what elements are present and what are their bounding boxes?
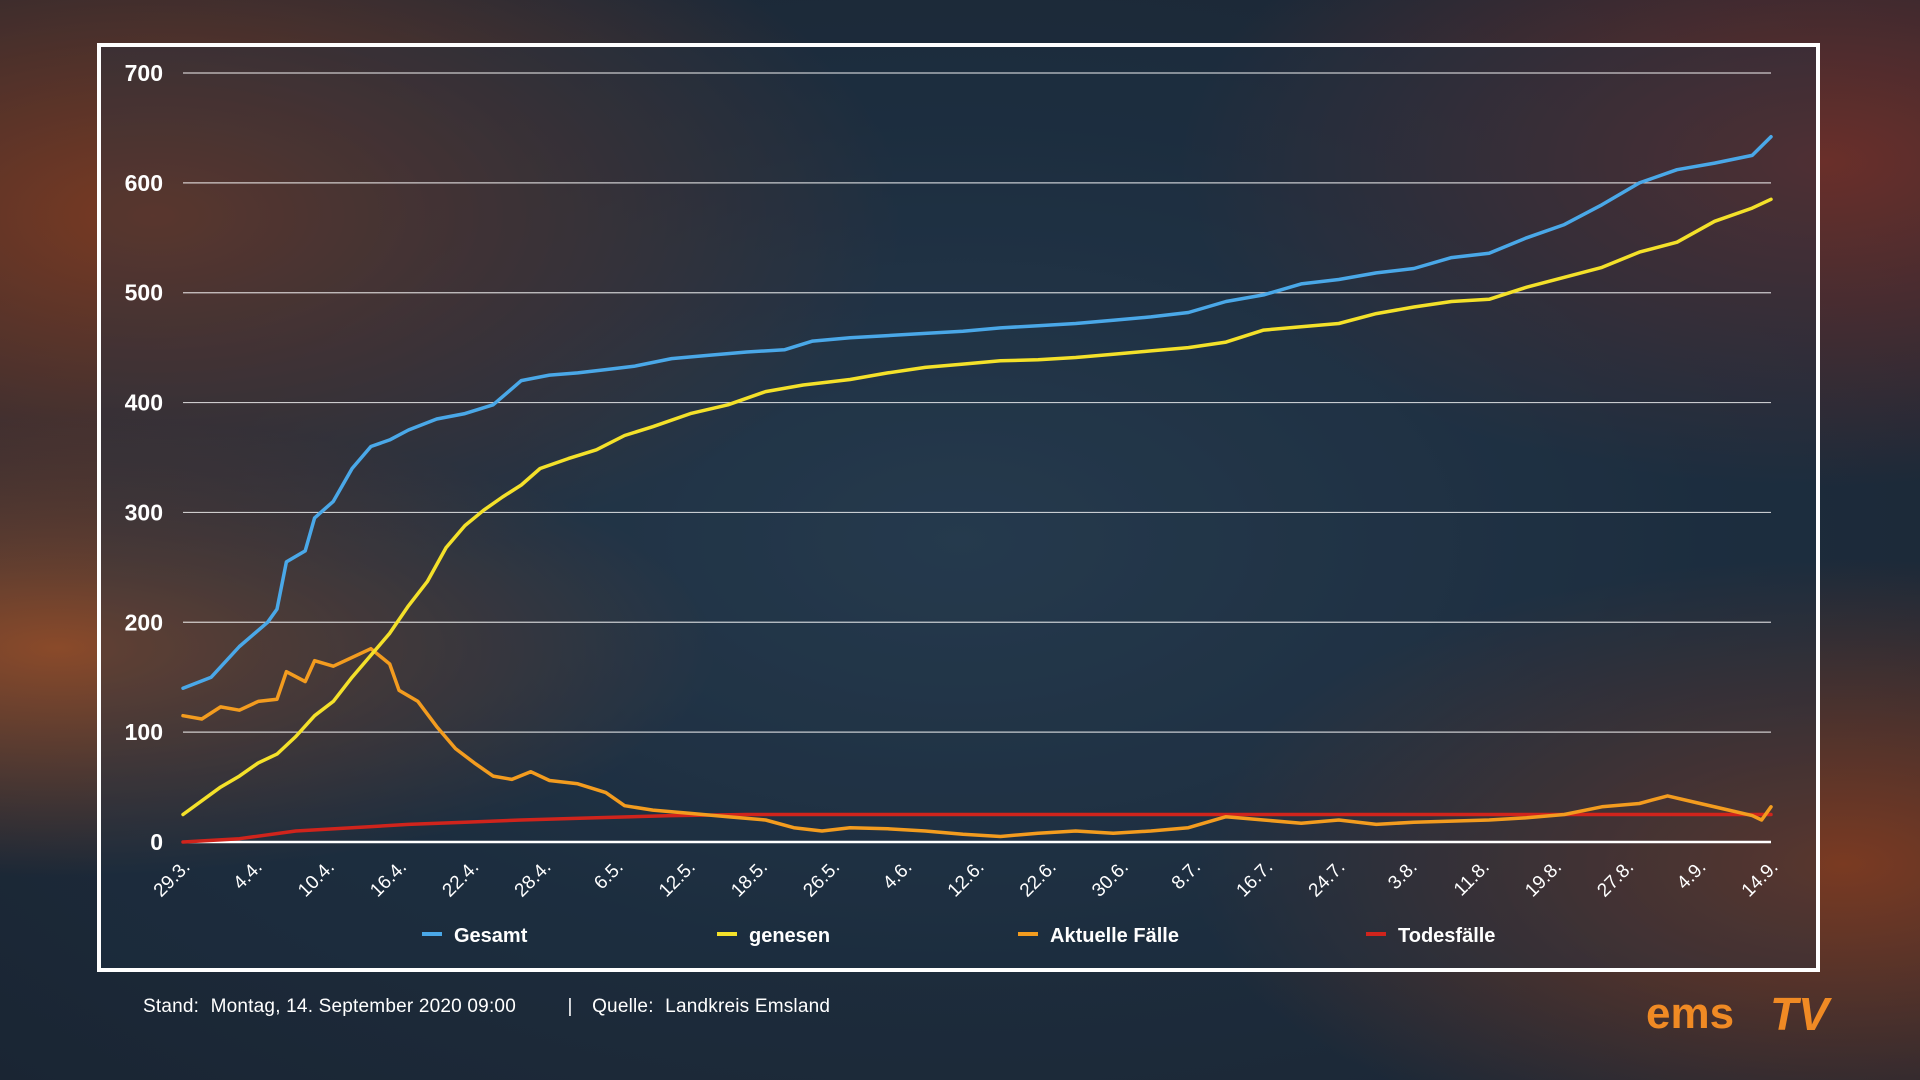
logo-ems-text: ems: [1646, 990, 1734, 1038]
x-tick-label: 11.8.: [1450, 857, 1494, 901]
legend-label: genesen: [749, 925, 830, 947]
y-tick-label: 100: [125, 719, 163, 745]
x-axis-ticks: 29.3. 4.4. 10.4. 16.4. 22.4. 28.4. 6.5. 12.5. 18…: [150, 857, 1783, 902]
x-tick-label: 12.6.: [944, 857, 989, 902]
x-tick-label: 3.8.: [1384, 857, 1421, 894]
source-label: Quelle:: [592, 996, 654, 1017]
x-tick-label: 4.6.: [879, 857, 916, 894]
series-line-3: [181, 812, 1773, 844]
x-tick-label: 22.6.: [1016, 857, 1061, 902]
x-tick-label: 4.4.: [229, 857, 266, 894]
x-tick-label: 16.7.: [1233, 857, 1278, 902]
y-tick-label: 500: [125, 280, 163, 306]
grid-lines: [183, 72, 1771, 844]
x-tick-label: 27.8.: [1593, 857, 1638, 902]
x-tick-label: 10.4.: [294, 857, 339, 902]
y-tick-label: 0: [150, 829, 163, 855]
x-tick-label: 16.4.: [366, 857, 411, 902]
legend-label: Todesfälle: [1398, 925, 1495, 947]
y-tick-label: 200: [125, 609, 163, 635]
stand-label: Stand:: [143, 996, 200, 1017]
x-tick-label: 12.5.: [655, 857, 700, 902]
x-tick-label: 19.8.: [1521, 857, 1566, 902]
y-axis-ticks: 0 100 200 300 400 500 600 700: [125, 60, 163, 855]
footer-separator: |: [567, 996, 573, 1017]
logo-tv-text: TV: [1770, 990, 1832, 1038]
x-tick-label: 8.7.: [1168, 857, 1205, 894]
x-tick-label: 4.9.: [1673, 857, 1710, 894]
series-lines: [181, 134, 1773, 844]
legend-label: Aktuelle Fälle: [1050, 925, 1179, 947]
x-tick-label: 6.5.: [590, 857, 627, 894]
source-value: Landkreis Emsland: [665, 996, 831, 1017]
x-tick-label: 22.4.: [439, 857, 484, 902]
series-line-2: [181, 646, 1773, 839]
x-tick-label: 18.5.: [727, 857, 772, 902]
x-tick-label: 26.5.: [799, 857, 844, 902]
y-tick-label: 600: [125, 170, 163, 196]
stand-value: Montag, 14. September 2020 09:00: [210, 996, 516, 1017]
x-tick-label: 24.7.: [1305, 857, 1350, 902]
footer-info: Stand: Montag, 14. September 2020 09:00 …: [143, 996, 836, 1018]
x-tick-label: 29.3.: [150, 857, 195, 902]
x-tick-label: 14.9.: [1738, 857, 1783, 902]
series-line-1: [181, 197, 1773, 817]
y-tick-label: 300: [125, 499, 163, 525]
y-tick-label: 700: [125, 60, 163, 86]
x-tick-label: 28.4.: [511, 857, 556, 902]
y-tick-label: 400: [125, 390, 163, 416]
legend-label: Gesamt: [454, 925, 528, 947]
ems-tv-logo: ems TV: [1646, 990, 1832, 1038]
x-tick-label: 30.6.: [1088, 857, 1133, 902]
series-line-0: [181, 134, 1773, 690]
legend: Gesamt genesen Aktuelle Fälle Todesfälle: [422, 925, 1495, 947]
